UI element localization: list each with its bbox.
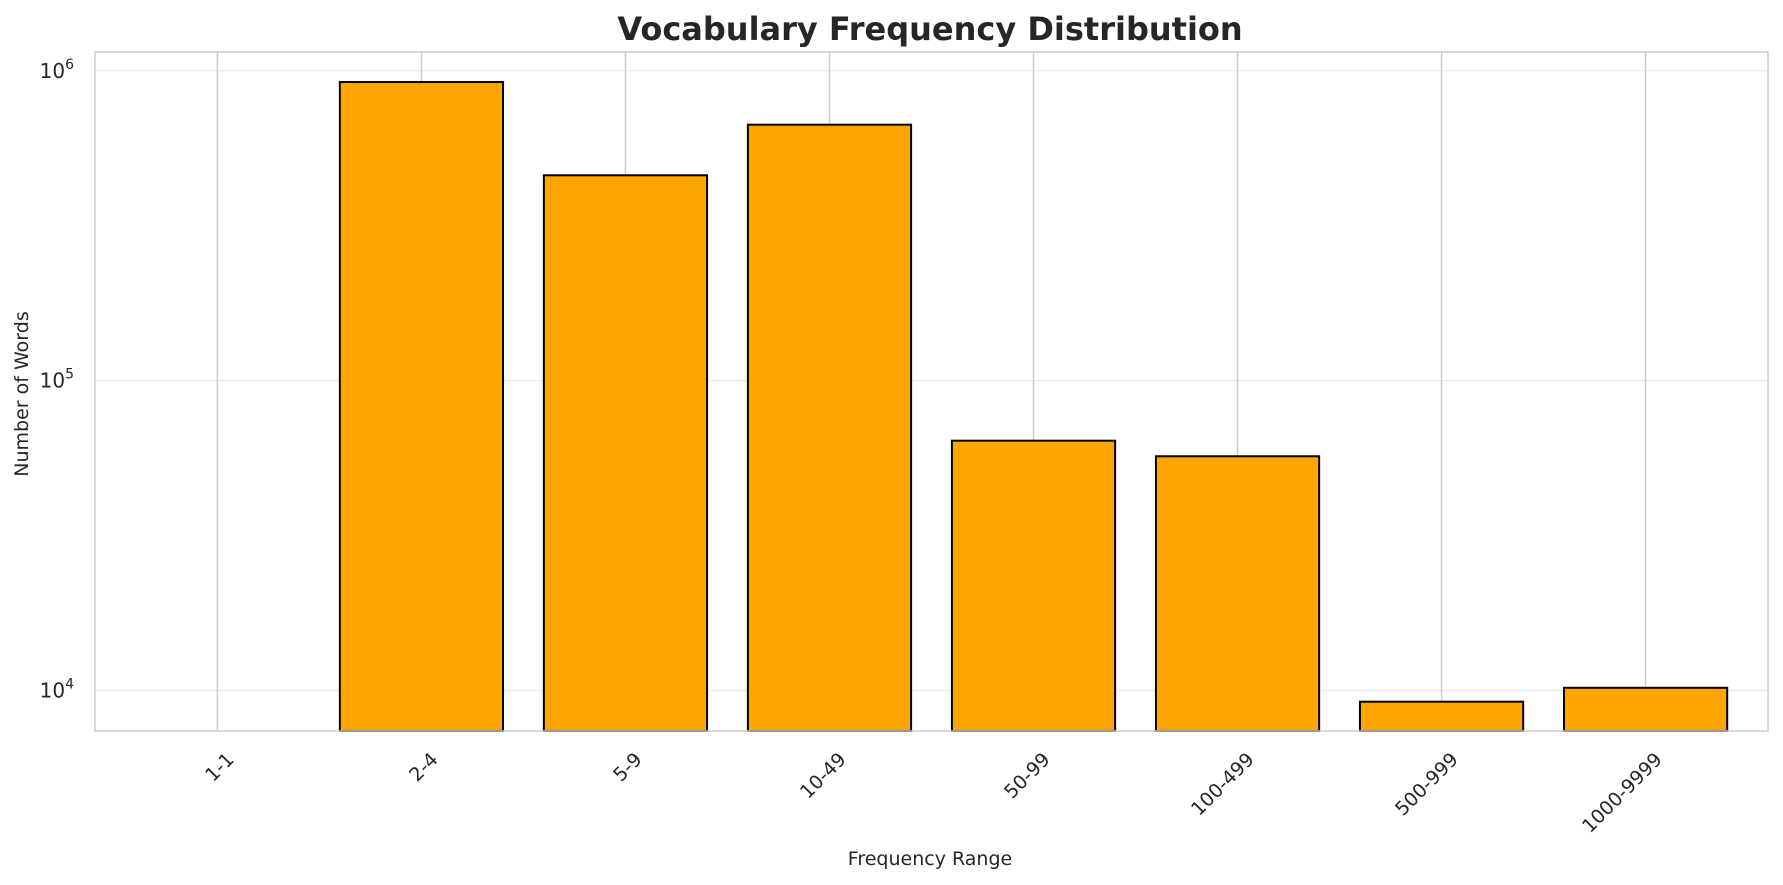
x-tick-label: 50-99 (1000, 749, 1055, 804)
bar-5-9 (542, 174, 709, 732)
x-tick-labels: 1-1 2-4 5-9 10-49 50-99 100-499 500-999 1000-99… (201, 749, 1667, 838)
chart-title: Vocabulary Frequency Distribution (617, 10, 1242, 48)
y-tick-label: 106 (40, 57, 74, 83)
x-tick-label: 1000-9999 (1578, 749, 1667, 838)
y-axis-label: Number of Words (11, 311, 33, 476)
x-axis-label: Frequency Range (848, 848, 1012, 870)
bar-1000-9999 (1562, 686, 1729, 732)
x-tick-label: 500-999 (1391, 749, 1463, 821)
x-tick-label: 1-1 (201, 749, 239, 787)
y-tick-label: 104 (40, 676, 74, 702)
bar-10-49 (746, 123, 913, 732)
bars (338, 81, 1729, 732)
bar-2-4 (338, 81, 505, 732)
bar-100-499 (1154, 455, 1321, 732)
x-tick-label: 2-4 (405, 749, 443, 787)
x-tick-label: 100-499 (1187, 749, 1259, 821)
x-tick-label: 5-9 (609, 749, 647, 787)
plot-frame (94, 51, 1769, 732)
y-tick-labels: 104 105 106 (40, 57, 74, 703)
x-tick-label: 10-49 (796, 749, 851, 804)
bar-50-99 (950, 439, 1117, 732)
y-tick-label: 105 (40, 367, 74, 393)
bar-500-999 (1358, 700, 1525, 732)
